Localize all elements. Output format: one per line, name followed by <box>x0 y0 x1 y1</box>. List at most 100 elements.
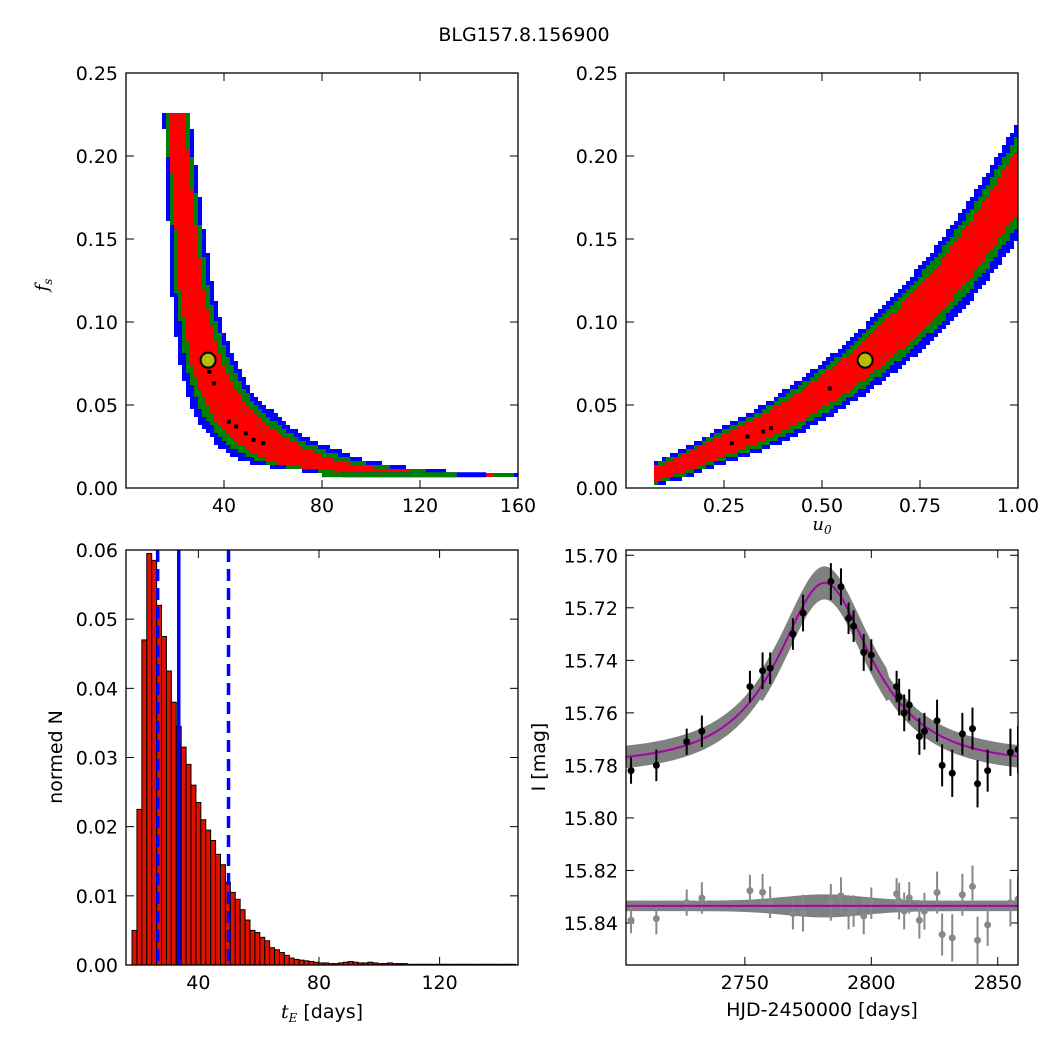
heatmap-cell-1-sigma <box>830 369 834 401</box>
observation-point <box>1014 746 1018 754</box>
observation-point <box>759 667 767 675</box>
y-tick-label: 0.05 <box>576 395 618 417</box>
heatmap-cell-1-sigma <box>730 429 734 453</box>
model-band <box>626 566 1018 769</box>
plot-frame <box>125 549 519 966</box>
observation-point <box>968 725 976 733</box>
x-tick-label: 40 <box>186 972 210 994</box>
histogram-bar <box>220 864 226 965</box>
y-tick-label: 0.04 <box>76 678 118 700</box>
heatmap-cell-1-sigma <box>186 317 210 321</box>
heatmap-cell-1-sigma <box>174 181 190 185</box>
x-tick-label: 120 <box>421 972 457 994</box>
heatmap-cell-1-sigma <box>218 421 266 425</box>
y-tick-label: 15.74 <box>564 650 618 672</box>
observation-point <box>766 664 774 672</box>
residual-point <box>860 912 868 920</box>
residual-point <box>627 916 635 924</box>
observation-point <box>683 738 691 746</box>
heatmap-cell-1-sigma <box>754 417 758 445</box>
heatmap-cell-1-sigma <box>722 433 726 457</box>
heatmap-cell-1-sigma <box>906 297 910 345</box>
heatmap-cell-1-sigma <box>918 285 922 333</box>
histogram-bar <box>141 639 148 965</box>
heatmap-cell-1-sigma <box>790 397 794 425</box>
heatmap-cell-1-sigma <box>922 281 926 329</box>
heatmap-cell-1-sigma <box>682 453 686 473</box>
heatmap-cell-1-sigma <box>746 421 750 445</box>
heatmap-cell-1-sigma <box>694 449 698 469</box>
heatmap-cell-1-sigma <box>222 425 270 429</box>
y-tick-label: 0.05 <box>76 609 118 631</box>
heatmap-cell-1-sigma <box>982 201 986 261</box>
light-curve-body <box>626 563 1018 964</box>
heatmap-cell-peak <box>745 434 750 439</box>
x-tick-label: 0.75 <box>899 495 941 517</box>
heatmap-cell-1-sigma <box>970 221 974 277</box>
heatmap-cell-peak <box>261 441 266 446</box>
heatmap-cell-1-sigma <box>174 213 194 217</box>
x-axis-label: u0 <box>812 514 832 537</box>
residual-point <box>968 882 976 890</box>
heatmap-cell-peak <box>244 431 249 436</box>
heatmap-cell-1-sigma <box>854 349 858 385</box>
heatmap-cell-1-sigma <box>214 417 262 421</box>
heatmap-cell-1-sigma <box>818 377 822 409</box>
y-tick-label: 0.00 <box>76 478 118 500</box>
residual-point <box>850 907 858 915</box>
observation-point <box>789 630 797 638</box>
x-tick-label: 2750 <box>721 972 769 994</box>
heatmap-cell-1-sigma <box>782 401 786 429</box>
x-tick-label: 0.25 <box>703 495 745 517</box>
histogram-bar <box>170 701 177 965</box>
heatmap-cell-1-sigma <box>930 273 934 321</box>
heatmap-cell-peak <box>827 386 832 391</box>
residual-point <box>895 897 903 905</box>
heatmap-cell-1-sigma <box>178 253 198 257</box>
y-tick-label: 0.25 <box>576 63 618 85</box>
heatmap-cell-1-sigma <box>994 185 998 245</box>
heatmap-cell-1-sigma <box>182 289 206 293</box>
observation-point <box>974 780 982 788</box>
heatmap-cell-1-sigma <box>202 393 242 397</box>
plot-frame <box>125 72 519 489</box>
x-tick-label: 1.00 <box>997 495 1039 517</box>
heatmap-cell-1-sigma <box>762 413 766 441</box>
residual-point <box>827 898 835 906</box>
heatmap-cell-1-sigma <box>786 401 790 429</box>
residual-point <box>652 915 660 923</box>
heatmap-cell-1-sigma <box>174 221 194 225</box>
observation-point <box>915 732 923 740</box>
y-tick-label: 0.20 <box>76 146 118 168</box>
heatmap-cell-1-sigma <box>190 345 218 349</box>
heatmap-cell-peak <box>212 381 217 386</box>
observation-point <box>895 693 903 701</box>
histogram-bar <box>229 891 236 965</box>
heatmap-cell-peak <box>769 426 774 431</box>
heatmap-cell-1-sigma <box>186 337 214 341</box>
x-tick-label: 160 <box>500 495 536 517</box>
heatmap-cell-1-sigma <box>170 145 186 149</box>
x-tick-label: 120 <box>402 495 438 517</box>
heatmap-cell-1-sigma <box>174 209 194 213</box>
heatmap-cell-1-sigma <box>278 461 350 465</box>
x-axis-label: tE [days] <box>281 1001 363 1025</box>
x-tick-label: 40 <box>212 495 236 517</box>
residual-point <box>698 894 706 902</box>
heatmap-cell-1-sigma <box>974 213 978 269</box>
residual-point <box>920 907 928 915</box>
heatmap-cell-1-sigma <box>178 265 202 269</box>
heatmap-cells <box>654 125 1018 485</box>
heatmap-cell-1-sigma <box>726 433 730 453</box>
heatmap-cell-1-sigma <box>178 285 202 289</box>
heatmap-cell-1-sigma <box>658 465 662 481</box>
histogram-bar <box>269 947 276 965</box>
heatmap-cell-1-sigma <box>250 449 314 453</box>
heatmap-cell-1-sigma <box>966 225 970 281</box>
heatmap-cell-1-sigma <box>806 385 810 417</box>
heatmap-cell-1-sigma <box>178 233 198 237</box>
heatmap-cell-1-sigma <box>770 409 774 437</box>
histogram-bar <box>146 552 153 965</box>
heatmap-cell-1-sigma <box>998 177 1002 237</box>
